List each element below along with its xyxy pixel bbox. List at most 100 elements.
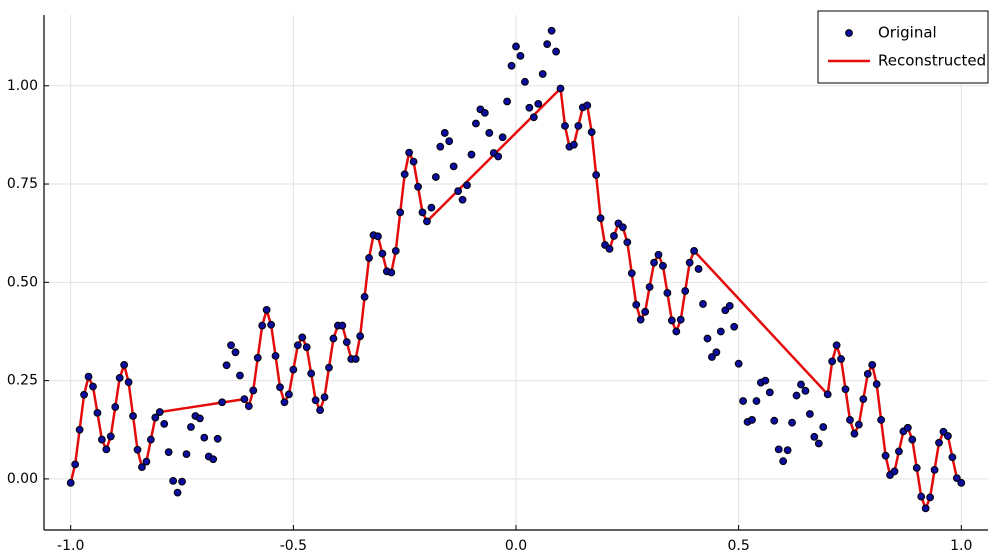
data-point — [289, 365, 298, 374]
legend-marker — [845, 29, 853, 37]
data-point — [84, 372, 93, 381]
data-point — [111, 403, 120, 411]
data-point — [547, 26, 556, 35]
data-point — [253, 353, 262, 362]
data-point — [120, 360, 129, 369]
data-point — [494, 152, 503, 161]
data-point — [805, 410, 814, 418]
data-point — [659, 261, 667, 270]
x-tick-label: 1.0 — [950, 538, 972, 554]
y-tick-label: 0.25 — [7, 373, 38, 389]
data-point — [262, 305, 271, 314]
data-point — [276, 383, 284, 392]
data-point — [387, 268, 396, 277]
data-point — [512, 42, 520, 51]
data-point — [694, 265, 703, 273]
data-point — [632, 300, 641, 309]
legend: Original Reconstructed — [817, 10, 989, 84]
data-point — [414, 182, 422, 191]
data-point — [685, 258, 694, 267]
data-point — [783, 446, 792, 455]
data-point — [316, 406, 324, 414]
data-point — [418, 208, 427, 217]
y-tick-label: 0.00 — [7, 471, 38, 487]
data-point — [636, 315, 645, 324]
data-point — [503, 97, 511, 106]
data-point — [164, 448, 173, 457]
data-point — [556, 84, 565, 93]
legend-label: Original — [878, 24, 937, 42]
data-point — [467, 150, 476, 159]
y-tick-label: 1.00 — [7, 78, 38, 94]
data-point — [142, 457, 151, 466]
x-tick-label: -0.5 — [280, 538, 307, 554]
data-point — [810, 432, 819, 441]
data-point — [231, 348, 240, 357]
data-point — [71, 460, 80, 469]
data-point — [285, 390, 293, 399]
data-point — [374, 232, 382, 241]
x-tick-label: -1.0 — [57, 538, 84, 554]
data-point — [903, 423, 912, 432]
data-point — [151, 413, 160, 422]
data-point — [133, 445, 142, 454]
data-point — [712, 348, 721, 357]
data-point — [356, 332, 365, 341]
y-tick-label: 0.75 — [7, 176, 38, 192]
data-point — [881, 451, 890, 460]
data-point — [293, 341, 302, 350]
data-point — [801, 386, 810, 395]
data-point — [351, 355, 360, 363]
data-point — [485, 129, 494, 137]
data-point — [405, 148, 414, 157]
data-point — [436, 142, 445, 151]
x-tick-label: 0.5 — [728, 538, 750, 554]
data-point — [124, 378, 133, 387]
data-point — [195, 414, 204, 423]
data-point — [454, 187, 463, 196]
data-point — [863, 370, 872, 378]
data-point — [699, 300, 707, 308]
data-point — [841, 385, 850, 394]
data-point — [525, 103, 534, 112]
data-point — [89, 382, 97, 391]
data-point — [427, 203, 436, 212]
data-point — [449, 162, 458, 171]
data-point — [872, 380, 881, 389]
data-point — [218, 398, 227, 407]
data-point — [627, 269, 636, 278]
data-point — [854, 420, 863, 429]
data-point — [258, 321, 267, 330]
data-point — [302, 343, 311, 352]
data-point — [823, 390, 832, 399]
data-point — [182, 450, 191, 459]
data-point — [106, 432, 115, 441]
data-point — [409, 157, 418, 166]
data-point — [814, 439, 823, 448]
data-point — [160, 419, 169, 428]
data-point — [378, 249, 387, 258]
data-point — [552, 47, 560, 56]
data-point — [561, 121, 569, 130]
data-point — [521, 77, 529, 86]
data-point — [93, 408, 102, 417]
plot-marks — [66, 26, 966, 513]
data-point — [423, 217, 431, 226]
data-point — [244, 402, 253, 411]
data-point — [463, 181, 471, 190]
data-point — [748, 416, 756, 424]
data-point — [280, 398, 289, 407]
data-point — [298, 333, 307, 342]
data-point — [391, 246, 400, 255]
data-point — [267, 320, 275, 329]
data-point — [80, 390, 88, 399]
data-point — [338, 321, 347, 330]
data-point — [507, 61, 516, 70]
data-point — [761, 376, 770, 385]
data-point — [596, 214, 605, 223]
data-point — [654, 250, 663, 259]
data-point — [676, 315, 685, 324]
ticks: -1.0 -0.5 0.0 0.5 1.0 0.00 0.25 0.50 0.75 1.00 — [7, 78, 973, 554]
data-point — [431, 173, 440, 181]
data-point — [859, 395, 868, 403]
